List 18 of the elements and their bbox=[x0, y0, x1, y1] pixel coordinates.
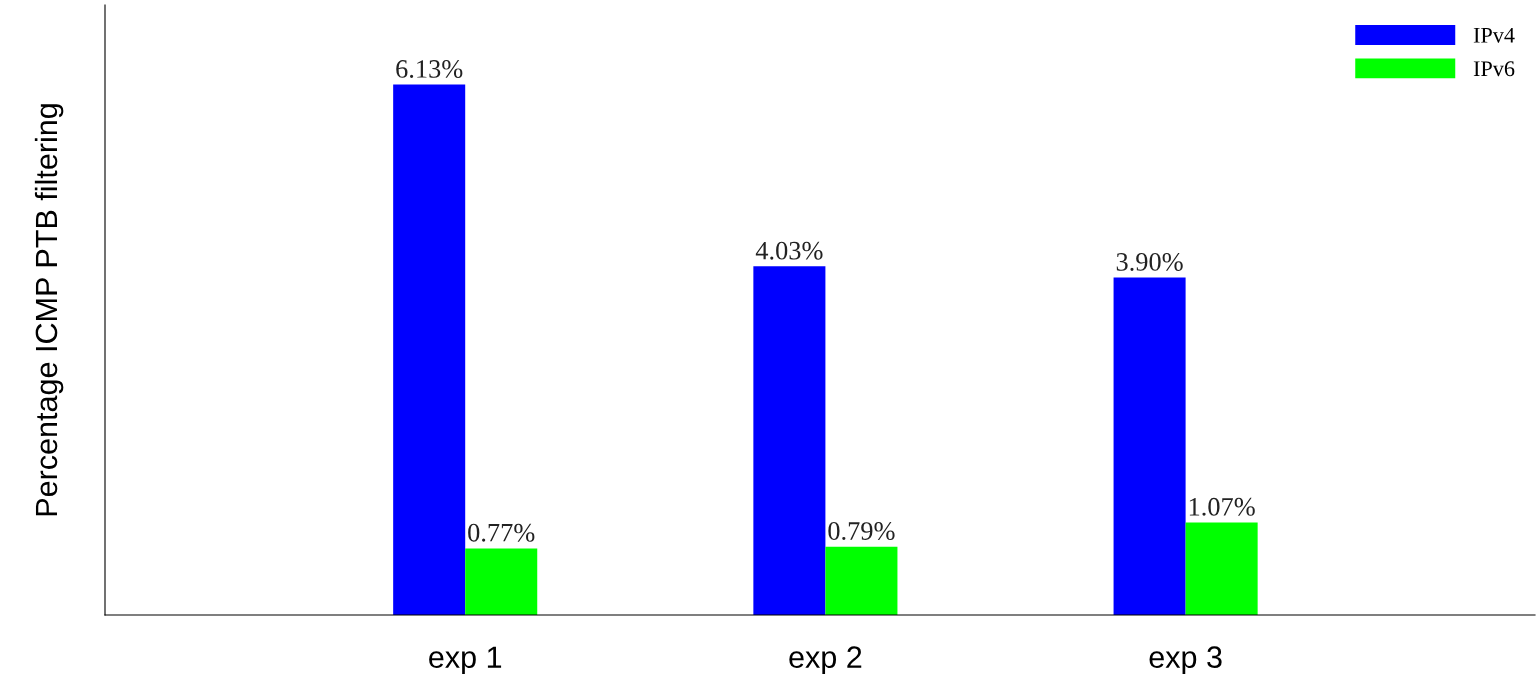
bar bbox=[393, 84, 466, 615]
data-label: 1.07% bbox=[1189, 497, 1255, 516]
data-label: 4.03% bbox=[755, 241, 823, 260]
bar bbox=[1113, 277, 1186, 615]
y-axis-title: Percentage ICMP PTB filtering bbox=[34, 104, 64, 516]
x-tick-label: exp 3 bbox=[1149, 646, 1222, 675]
bar bbox=[753, 266, 826, 615]
data-label: 0.77% bbox=[468, 523, 535, 542]
bar bbox=[465, 548, 538, 615]
bar bbox=[1185, 522, 1258, 615]
data-label: 6.13% bbox=[396, 60, 463, 78]
legend-label: IPv6 bbox=[1473, 61, 1515, 77]
bar bbox=[825, 546, 898, 615]
x-tick-label: exp 2 bbox=[789, 646, 862, 675]
data-label: 3.90% bbox=[1116, 253, 1183, 271]
data-label: 0.79% bbox=[828, 522, 895, 541]
x-tick-label: exp 1 bbox=[429, 646, 502, 675]
legend-label: IPv4 bbox=[1473, 27, 1515, 43]
